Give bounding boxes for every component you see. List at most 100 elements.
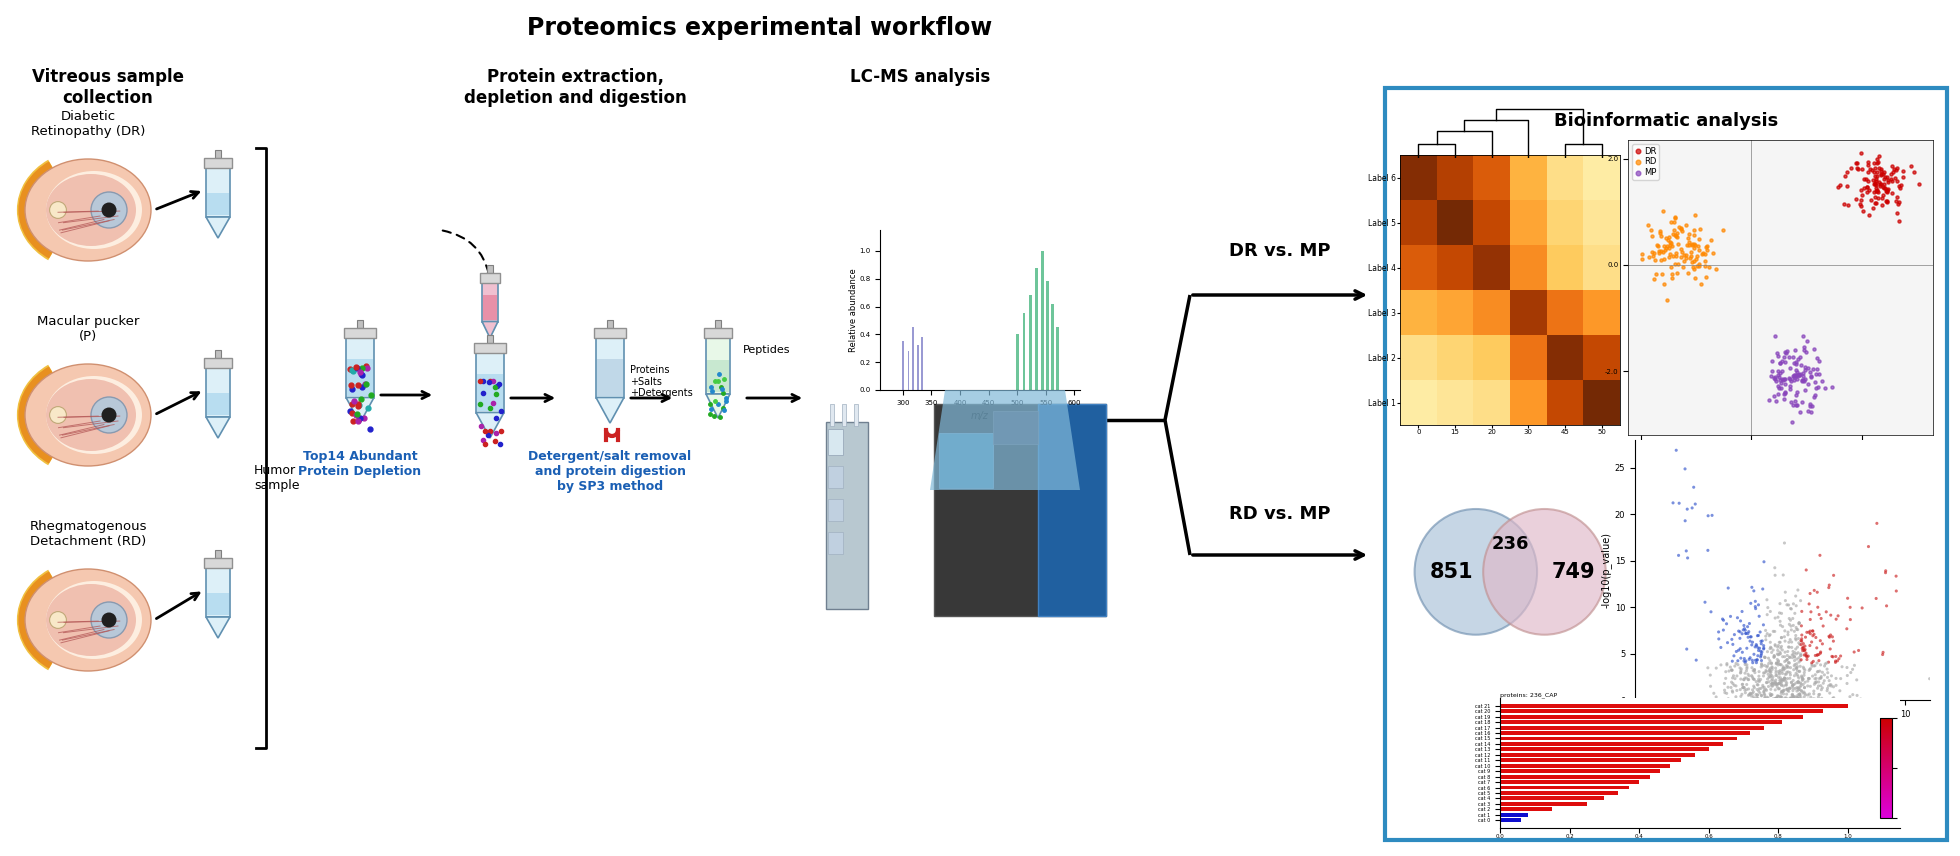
FancyBboxPatch shape: [706, 338, 729, 394]
Point: [1768, 671, 1799, 685]
RD: [1633, 250, 1664, 264]
DR: [1831, 165, 1862, 179]
RD: [1654, 235, 1686, 249]
Point: [1748, 690, 1780, 704]
Point: [1742, 675, 1774, 688]
Point: [1723, 658, 1754, 672]
DR: [1854, 193, 1886, 206]
Point: [1772, 661, 1803, 675]
FancyBboxPatch shape: [204, 358, 231, 368]
Point: [1746, 654, 1778, 668]
RD: [1654, 241, 1686, 255]
Point: [1803, 693, 1835, 706]
DR: [1854, 209, 1886, 223]
Point: [1768, 679, 1799, 693]
Point: [1780, 681, 1811, 695]
Point: [1780, 621, 1811, 634]
Point: [1807, 681, 1838, 694]
Point: [1784, 654, 1815, 668]
Point: [1791, 652, 1823, 666]
Text: Top14 Abundant
Protein Depletion: Top14 Abundant Protein Depletion: [298, 450, 421, 478]
Point: [1819, 656, 1850, 669]
DR: [1837, 161, 1868, 175]
Point: [1711, 687, 1742, 700]
Point: [1831, 676, 1862, 690]
RD: [1666, 242, 1697, 256]
RD: [1641, 267, 1672, 281]
Point: [1791, 649, 1823, 663]
DR: [1866, 191, 1897, 205]
Point: [1797, 669, 1829, 683]
Point: [1782, 661, 1813, 675]
Point: [1772, 652, 1803, 666]
Point: [1727, 604, 1758, 618]
Point: [1862, 516, 1893, 530]
Point: [1776, 651, 1807, 664]
Point: [1813, 679, 1844, 693]
RD: [1670, 218, 1701, 232]
MP: [1764, 381, 1795, 395]
Point: [1770, 586, 1801, 599]
Point: [1803, 648, 1835, 662]
DR: [1858, 196, 1889, 210]
Point: [1815, 678, 1846, 692]
Point: [1803, 664, 1835, 678]
MP: [1768, 388, 1799, 401]
Point: [1844, 693, 1876, 706]
Point: [1778, 681, 1809, 695]
Point: [1739, 663, 1770, 676]
Point: [1760, 568, 1791, 582]
Point: [1721, 679, 1752, 693]
DR: [1846, 182, 1878, 196]
Point: [1801, 641, 1833, 655]
Point: [1670, 462, 1701, 476]
Point: [1793, 672, 1825, 686]
Point: [1778, 647, 1809, 661]
Point: [1846, 601, 1878, 615]
MP: [1762, 365, 1793, 378]
Point: [1754, 664, 1786, 678]
Point: [1744, 645, 1776, 658]
Point: [1789, 643, 1821, 657]
Point: [1670, 514, 1701, 527]
MP: [1807, 374, 1838, 388]
Point: [1746, 582, 1778, 596]
Point: [1772, 661, 1803, 675]
MP: [1795, 405, 1827, 419]
DR: [1858, 173, 1889, 187]
Point: [1776, 635, 1807, 649]
Point: [1768, 536, 1799, 550]
Bar: [1499, 791, 1619, 795]
MP: [1764, 356, 1795, 370]
Point: [1793, 663, 1825, 676]
Point: [1784, 675, 1815, 689]
Point: [1789, 681, 1821, 694]
Point: [1762, 682, 1793, 696]
Y-axis label: Relative abundance: Relative abundance: [849, 268, 858, 352]
Ellipse shape: [25, 159, 151, 261]
Point: [1770, 654, 1801, 668]
Point: [1872, 599, 1903, 613]
RD: [1648, 276, 1680, 290]
DR: [1882, 163, 1913, 176]
Point: [1729, 666, 1760, 680]
Point: [1801, 586, 1833, 599]
Point: [1735, 634, 1766, 648]
Point: [1768, 660, 1799, 674]
Point: [1788, 641, 1819, 655]
DR: [1880, 194, 1911, 208]
Point: [1764, 647, 1795, 661]
Point: [1758, 675, 1789, 688]
MP: [1758, 371, 1789, 384]
Point: [1731, 678, 1762, 692]
DR: [1852, 174, 1884, 187]
Text: DR vs. MP: DR vs. MP: [1229, 242, 1331, 260]
Point: [1793, 672, 1825, 686]
FancyBboxPatch shape: [206, 168, 229, 217]
Point: [1809, 657, 1840, 671]
MP: [1799, 342, 1831, 356]
Point: [1797, 624, 1829, 638]
Point: [1740, 653, 1772, 667]
Point: [1788, 643, 1819, 657]
MP: [1788, 373, 1819, 387]
